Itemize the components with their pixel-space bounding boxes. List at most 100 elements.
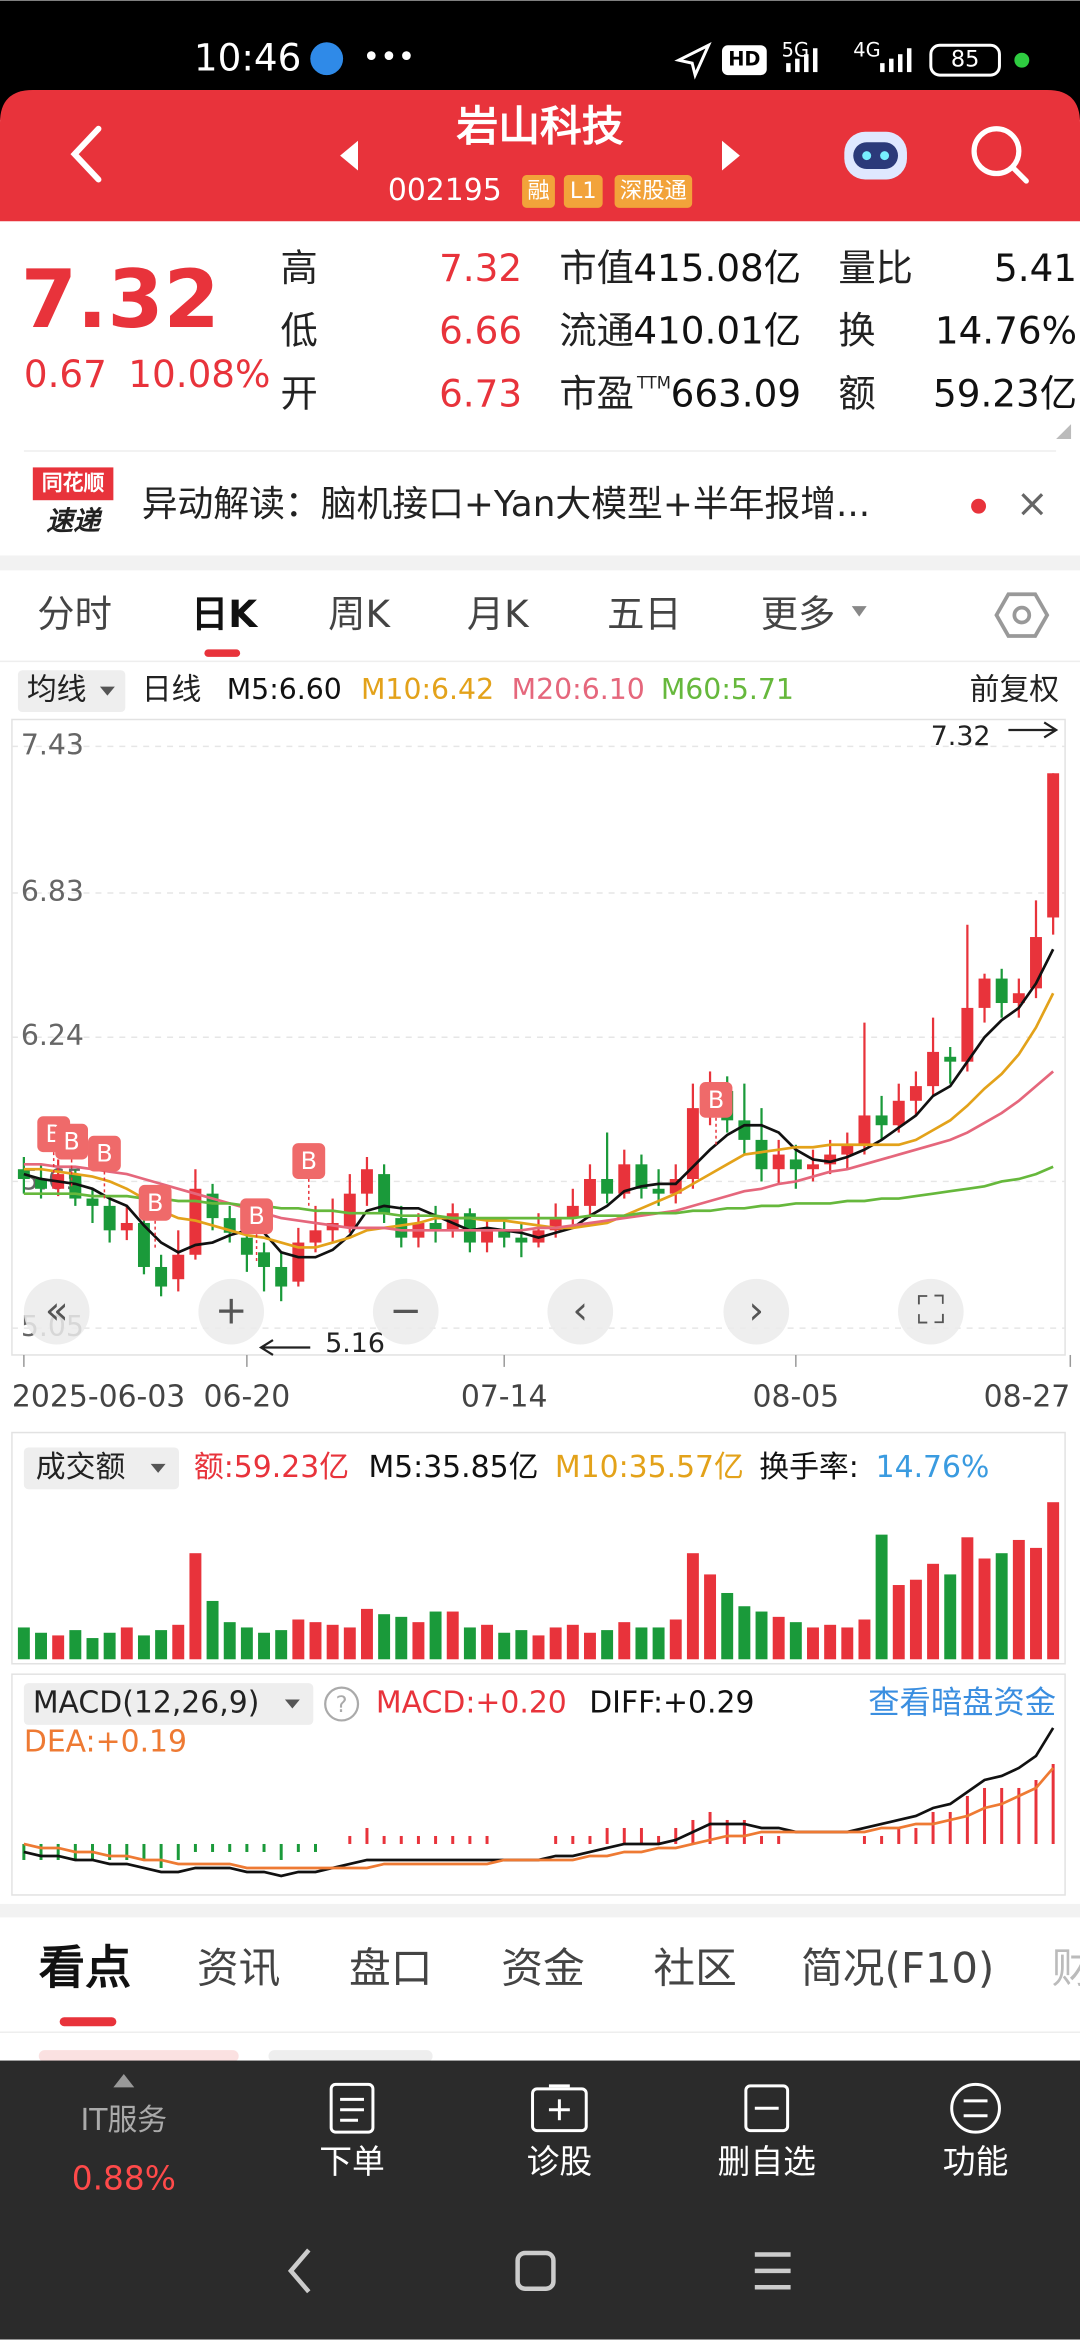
- action-label[interactable]: 删自选: [718, 2143, 816, 2181]
- macd-select[interactable]: [23, 1683, 314, 1725]
- signal: [786, 63, 791, 73]
- volume-bar: [223, 1622, 236, 1660]
- tag: L1: [570, 178, 597, 204]
- volume-chart: [17, 1502, 1060, 1660]
- content-tab[interactable]: 资讯: [197, 1944, 281, 1993]
- logo-top: [32, 467, 114, 501]
- candle-body: [481, 1230, 494, 1243]
- action-label[interactable]: 诊股: [527, 2143, 593, 2181]
- volume-bar: [841, 1627, 854, 1660]
- news-text: 异动解读：脑机接口+Yan大模型+半年报增...: [142, 484, 870, 525]
- chart-control[interactable]: [898, 1278, 964, 1345]
- candle-body: [635, 1164, 648, 1189]
- volume-select[interactable]: [23, 1447, 180, 1490]
- content-tab[interactable]: 社区: [653, 1944, 736, 1993]
- nav-home[interactable]: [515, 2250, 556, 2292]
- battery: [929, 43, 1001, 77]
- action-label[interactable]: 功能: [943, 2143, 1009, 2181]
- candle-body: [738, 1120, 751, 1140]
- sector-name[interactable]: IT服务: [80, 2103, 167, 2138]
- dark-pool-link[interactable]: 查看暗盘资金: [868, 1685, 1056, 1721]
- content-tab[interactable]: 盘口: [349, 1944, 433, 1993]
- back-button[interactable]: [70, 125, 102, 183]
- ma-line: [23, 1070, 1055, 1232]
- tab[interactable]: 更多: [761, 592, 836, 636]
- candle-body: [1012, 993, 1025, 1004]
- content-tab[interactable]: 财: [1052, 1944, 1080, 1993]
- chart-control[interactable]: [198, 1278, 265, 1345]
- candle-body: [120, 1222, 133, 1231]
- content-tab[interactable]: 资金: [501, 1944, 584, 1993]
- buy-signal: [240, 1198, 273, 1235]
- volume-bar: [189, 1553, 202, 1660]
- next-stock[interactable]: [721, 140, 740, 171]
- content-tab[interactable]: 简况(F10): [801, 1944, 994, 1993]
- ma-select[interactable]: [17, 670, 126, 713]
- help-text: ?: [336, 1692, 348, 1718]
- tab[interactable]: 月K: [467, 592, 530, 636]
- stat-label: 流通: [559, 309, 634, 353]
- tag: 融: [527, 178, 549, 204]
- location-icon: [674, 42, 712, 80]
- news-row[interactable]: 同花顺 速递 异动解读：脑机接口+Yan大模型+半年报增...: [32, 467, 987, 537]
- macd-chart: [22, 1727, 1055, 1878]
- candle-body: [86, 1198, 99, 1206]
- volume-bar: [686, 1553, 699, 1660]
- search-icon: [971, 126, 1022, 177]
- signal: [812, 48, 818, 73]
- candle-body: [927, 1051, 940, 1087]
- volume-bar: [103, 1632, 116, 1660]
- adjust-mode[interactable]: 前复权: [970, 673, 1059, 708]
- content-tab[interactable]: 看点: [39, 1941, 131, 1995]
- nav-back[interactable]: [287, 2248, 311, 2294]
- robot-face: [853, 142, 899, 170]
- stat-label: 市盈: [559, 371, 634, 415]
- ma-line: [23, 992, 1055, 1249]
- settings-button[interactable]: [994, 592, 1050, 638]
- candle-body: [1030, 937, 1042, 989]
- candle-body: [378, 1174, 391, 1214]
- tab[interactable]: 周K: [328, 592, 391, 636]
- volume-bar: [618, 1622, 631, 1660]
- gap: [0, 555, 1080, 571]
- tab[interactable]: 五日: [607, 592, 682, 636]
- candle-body: [360, 1169, 373, 1194]
- candle-body: [17, 1169, 30, 1179]
- buy-signal: [88, 1135, 121, 1172]
- candle-body: [892, 1100, 905, 1126]
- volume-bar: [463, 1627, 476, 1660]
- candle-body: [772, 1154, 785, 1170]
- legend-m5: M5:6.60: [227, 673, 342, 706]
- bottom-bar: [0, 2060, 1080, 2340]
- chart-control[interactable]: [23, 1278, 90, 1345]
- search-button[interactable]: [971, 126, 1029, 184]
- action-label[interactable]: 下单: [319, 2143, 385, 2181]
- buy-signal: [55, 1123, 89, 1160]
- candle-body: [978, 978, 991, 1008]
- assistant-button[interactable]: [844, 131, 907, 180]
- tag-box: [522, 175, 555, 208]
- chart-control[interactable]: [547, 1278, 614, 1345]
- close-news[interactable]: ×: [1016, 482, 1048, 527]
- chart-control[interactable]: [723, 1278, 790, 1345]
- chart-control-icon: +: [215, 1289, 247, 1334]
- legend-ma: 均线: [27, 673, 87, 708]
- tab[interactable]: 日K: [191, 592, 259, 636]
- chart-control[interactable]: [372, 1278, 439, 1345]
- tag-box: [614, 175, 693, 208]
- candle-body: [584, 1178, 596, 1206]
- chart-control-icon: −: [390, 1289, 422, 1334]
- status-time: 10:46: [194, 36, 301, 80]
- candle-body: [909, 1086, 922, 1101]
- candle-body: [429, 1222, 442, 1231]
- more-dots: •••: [362, 40, 415, 75]
- volume-bar: [86, 1638, 99, 1660]
- logo-text: 同花顺: [42, 471, 105, 495]
- volume-bar: [360, 1608, 373, 1660]
- prev-stock[interactable]: [340, 140, 359, 171]
- signal: [804, 54, 809, 73]
- tab[interactable]: 分时: [37, 592, 112, 636]
- expand-icon[interactable]: [1056, 424, 1072, 440]
- nav-menu[interactable]: [754, 2252, 791, 2290]
- help-icon[interactable]: [324, 1686, 360, 1722]
